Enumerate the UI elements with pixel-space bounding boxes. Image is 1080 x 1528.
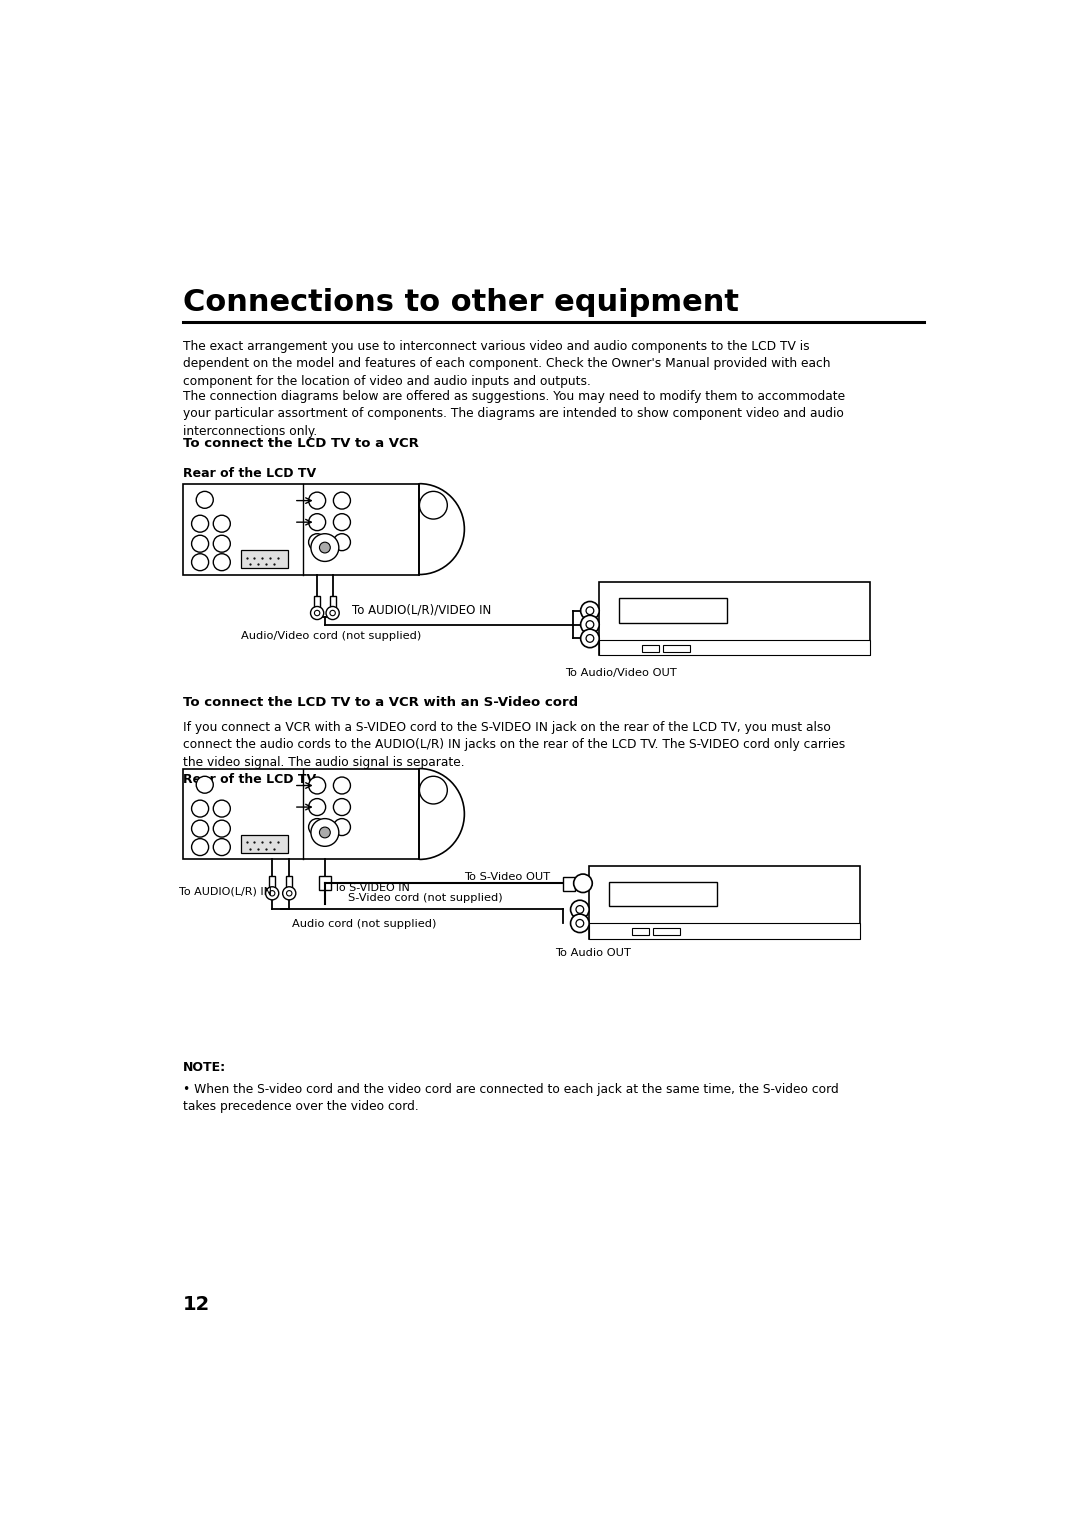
Bar <box>642 645 659 651</box>
Circle shape <box>329 610 335 616</box>
Text: To Audio OUT: To Audio OUT <box>555 947 631 958</box>
Circle shape <box>197 492 213 509</box>
Circle shape <box>191 515 208 532</box>
Circle shape <box>334 799 350 816</box>
Text: To connect the LCD TV to a VCR with an S-Video cord: To connect the LCD TV to a VCR with an S… <box>183 697 578 709</box>
Text: The connection diagrams below are offered as suggestions. You may need to modify: The connection diagrams below are offere… <box>183 390 846 437</box>
Bar <box>286 877 293 891</box>
Circle shape <box>283 886 296 900</box>
Bar <box>183 769 419 859</box>
Circle shape <box>309 513 326 530</box>
Bar <box>183 484 419 575</box>
Circle shape <box>309 799 326 816</box>
Circle shape <box>419 776 447 804</box>
Circle shape <box>270 891 275 895</box>
Bar <box>319 877 332 891</box>
Circle shape <box>581 602 599 620</box>
Circle shape <box>213 535 230 552</box>
Bar <box>241 550 287 568</box>
Circle shape <box>213 839 230 856</box>
Circle shape <box>213 515 230 532</box>
Text: Rear of the LCD TV: Rear of the LCD TV <box>183 773 316 787</box>
Circle shape <box>586 607 594 614</box>
Circle shape <box>213 821 230 837</box>
Circle shape <box>326 607 339 619</box>
Bar <box>241 834 287 853</box>
Bar <box>619 599 727 623</box>
Circle shape <box>570 914 590 932</box>
Circle shape <box>311 819 339 847</box>
Circle shape <box>309 492 326 509</box>
Text: To AUDIO(L/R) IN: To AUDIO(L/R) IN <box>179 886 272 897</box>
Bar <box>563 877 576 891</box>
Circle shape <box>311 607 324 619</box>
Text: Rear of the LCD TV: Rear of the LCD TV <box>183 466 316 480</box>
Circle shape <box>213 553 230 570</box>
Bar <box>608 882 717 906</box>
Text: Audio cord (not supplied): Audio cord (not supplied) <box>293 918 436 929</box>
Text: To AUDIO(L/R)/VIDEO IN: To AUDIO(L/R)/VIDEO IN <box>352 604 491 617</box>
Circle shape <box>334 492 350 509</box>
Text: 12: 12 <box>183 1294 211 1314</box>
Circle shape <box>573 874 592 892</box>
Circle shape <box>311 533 339 561</box>
Circle shape <box>191 839 208 856</box>
Circle shape <box>334 819 350 836</box>
Circle shape <box>576 920 583 927</box>
Text: To Audio/Video OUT: To Audio/Video OUT <box>565 668 677 678</box>
Circle shape <box>334 533 350 550</box>
Text: Audio/Video cord (not supplied): Audio/Video cord (not supplied) <box>241 631 421 640</box>
Circle shape <box>586 620 594 628</box>
Bar <box>599 582 870 656</box>
Text: To connect the LCD TV to a VCR: To connect the LCD TV to a VCR <box>183 437 419 451</box>
Circle shape <box>581 630 599 648</box>
Circle shape <box>320 827 330 837</box>
Circle shape <box>197 776 213 793</box>
Circle shape <box>191 801 208 817</box>
Bar <box>329 596 336 610</box>
Circle shape <box>309 778 326 795</box>
Text: To S-VIDEO IN: To S-VIDEO IN <box>334 883 410 892</box>
Circle shape <box>191 821 208 837</box>
Circle shape <box>581 616 599 634</box>
Circle shape <box>334 778 350 795</box>
Circle shape <box>586 634 594 642</box>
Bar <box>663 645 690 651</box>
Text: S-Video cord (not supplied): S-Video cord (not supplied) <box>348 892 503 903</box>
Text: To S-Video OUT: To S-Video OUT <box>464 872 551 882</box>
Bar <box>590 865 861 938</box>
Bar <box>599 640 870 656</box>
Circle shape <box>419 492 447 520</box>
Text: If you connect a VCR with a S-VIDEO cord to the S-VIDEO IN jack on the rear of t: If you connect a VCR with a S-VIDEO cord… <box>183 721 846 769</box>
Circle shape <box>320 542 330 553</box>
Bar <box>269 877 275 891</box>
Bar <box>314 596 321 610</box>
Circle shape <box>213 801 230 817</box>
Circle shape <box>334 513 350 530</box>
Bar <box>590 923 861 938</box>
Text: • When the S-video cord and the video cord are connected to each jack at the sam: • When the S-video cord and the video co… <box>183 1083 839 1114</box>
Circle shape <box>266 886 279 900</box>
Circle shape <box>191 553 208 570</box>
Circle shape <box>576 906 583 914</box>
Circle shape <box>570 900 590 918</box>
Circle shape <box>309 533 326 550</box>
Circle shape <box>191 535 208 552</box>
Circle shape <box>314 610 320 616</box>
Bar <box>652 927 679 935</box>
Text: The exact arrangement you use to interconnect various video and audio components: The exact arrangement you use to interco… <box>183 339 831 388</box>
Circle shape <box>309 819 326 836</box>
Bar <box>632 927 649 935</box>
Text: Connections to other equipment: Connections to other equipment <box>183 289 739 318</box>
Text: NOTE:: NOTE: <box>183 1060 226 1074</box>
Circle shape <box>286 891 292 895</box>
